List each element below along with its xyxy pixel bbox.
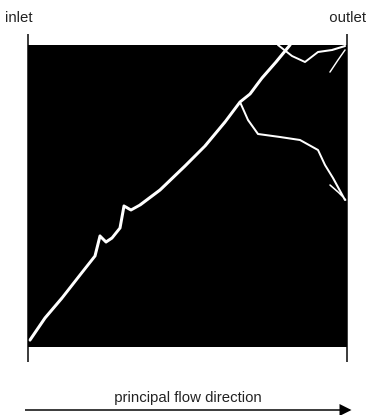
flow-caption: principal flow direction	[114, 389, 262, 406]
page: inlet outlet principal flow direction ((…	[0, 0, 371, 415]
fracture-image	[28, 45, 347, 347]
inlet-label: inlet	[5, 9, 33, 26]
outlet-label: outlet	[329, 9, 367, 26]
figure: inlet outlet principal flow direction	[0, 0, 371, 415]
